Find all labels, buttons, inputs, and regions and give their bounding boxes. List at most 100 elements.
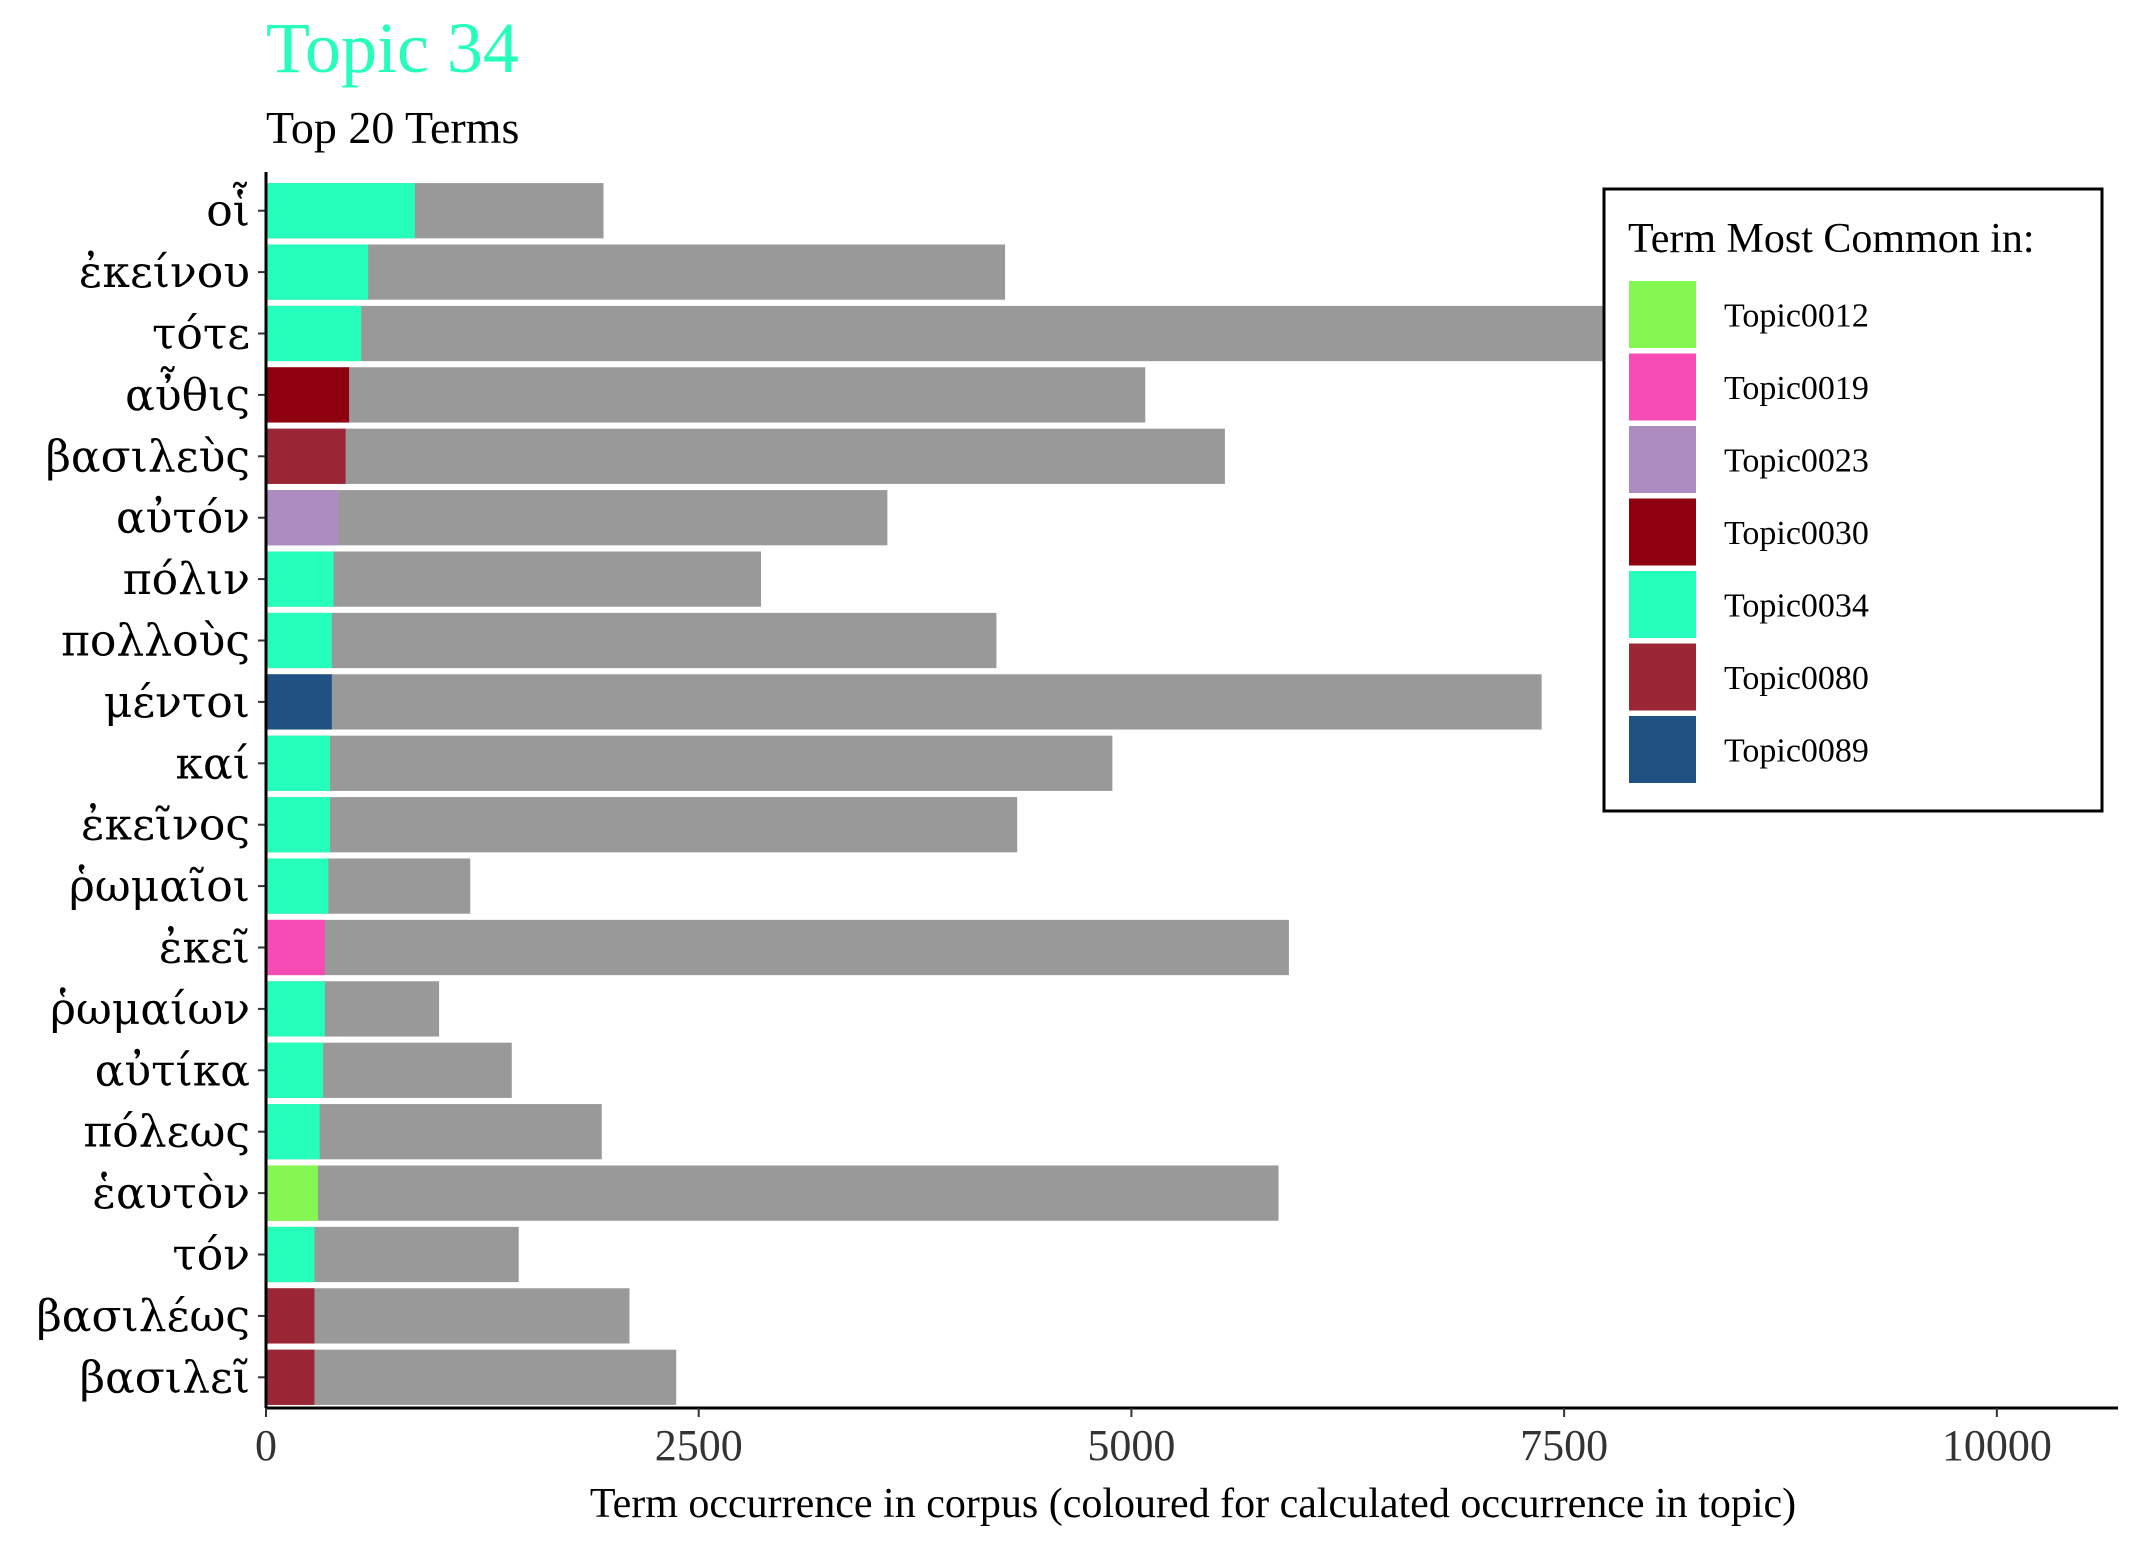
y-tick-label: ἐκείνου — [79, 247, 250, 298]
legend-label: Topic0012 — [1724, 298, 1869, 335]
bar-group — [266, 367, 1146, 423]
bar-corpus-total — [266, 490, 888, 546]
legend-label: Topic0089 — [1724, 733, 1869, 770]
y-tick-label: οἷ — [206, 182, 250, 237]
y-tick-label: αὐτίκα — [95, 1045, 250, 1096]
bar-topic-occurrence — [266, 1104, 320, 1160]
bar-topic-occurrence — [266, 551, 334, 607]
bar-topic-occurrence — [266, 858, 329, 914]
y-tick-label: βασιλεῖ — [80, 1352, 250, 1403]
bar-group — [266, 490, 888, 546]
bar-group — [266, 1042, 512, 1098]
bar-group — [266, 858, 471, 914]
x-axis-title: Term occurrence in corpus (coloured for … — [590, 1481, 1796, 1527]
chart-subtitle: Top 20 Terms — [266, 102, 519, 153]
y-tick-label: μέντοι — [104, 677, 250, 728]
bar-corpus-total — [266, 551, 762, 607]
bar-topic-occurrence — [266, 1165, 318, 1221]
bar-corpus-total — [266, 919, 1289, 976]
bar-corpus-total — [266, 1165, 1279, 1221]
bar-group — [266, 183, 604, 239]
legend-swatch — [1629, 426, 1696, 493]
bar-group — [266, 305, 1617, 362]
legend-label: Topic0080 — [1724, 660, 1869, 697]
bar-topic-occurrence — [266, 919, 325, 976]
legend-label: Topic0034 — [1724, 588, 1869, 625]
bar-topic-occurrence — [266, 797, 331, 853]
legend-entry: Topic0080 — [1629, 643, 1869, 711]
y-tick-label: τόν — [172, 1230, 250, 1281]
bar-topic-occurrence — [266, 367, 350, 423]
legend-label: Topic0019 — [1724, 370, 1869, 407]
y-tick-label: πόλεως — [83, 1107, 250, 1158]
chart-title: Topic 34 — [266, 8, 519, 88]
bar-topic-occurrence — [266, 490, 339, 546]
x-tick-label: 5000 — [1087, 1421, 1175, 1470]
legend-entry: Topic0030 — [1629, 498, 1869, 566]
bar-group — [266, 1104, 602, 1160]
bar-group — [266, 1226, 519, 1283]
bar-topic-occurrence — [266, 183, 415, 239]
bar-corpus-total — [266, 428, 1225, 484]
legend-swatch — [1629, 281, 1696, 348]
y-tick-label: ἐκεῖ — [159, 923, 250, 974]
y-tick-label: πολλοὺς — [61, 616, 250, 667]
bar-corpus-total — [266, 735, 1113, 791]
bar-corpus-total — [266, 1288, 630, 1344]
bar-topic-occurrence — [266, 674, 332, 730]
y-tick-label: βασιλέως — [36, 1291, 250, 1342]
bar-group — [266, 735, 1113, 791]
y-tick-label: τότε — [152, 309, 250, 360]
legend-title: Term Most Common in: — [1628, 216, 2035, 262]
bar-group — [266, 981, 440, 1037]
legend-label: Topic0030 — [1724, 515, 1869, 552]
bar-topic-occurrence — [266, 1288, 315, 1344]
bar-group — [266, 674, 1542, 730]
bar-group — [266, 919, 1289, 976]
bar-topic-occurrence — [266, 1226, 315, 1283]
legend: Term Most Common in: Topic0012Topic0019T… — [1602, 187, 2104, 813]
bar-group — [266, 612, 997, 669]
bar-corpus-total — [266, 1104, 602, 1160]
legend-swatch — [1629, 571, 1696, 638]
bar-topic-occurrence — [266, 428, 346, 484]
y-tick-label: καί — [176, 738, 250, 789]
legend-entry: Topic0034 — [1629, 571, 1869, 638]
bar-group — [266, 797, 1018, 853]
bar-topic-occurrence — [266, 735, 331, 791]
bar-topic-occurrence — [266, 612, 332, 669]
y-tick-label: ἑαυτὸν — [92, 1168, 250, 1219]
bars-layer — [266, 183, 1617, 1405]
bar-topic-occurrence — [266, 1042, 324, 1098]
x-tick-label: 7500 — [1520, 1421, 1608, 1470]
x-axis: 0 2500 5000 7500 10000 — [255, 1406, 2118, 1470]
bar-topic-occurrence — [266, 305, 362, 362]
y-tick-label: ῥωμαίων — [50, 984, 250, 1035]
legend-entry: Topic0023 — [1629, 426, 1869, 493]
legend-entry: Topic0089 — [1629, 716, 1869, 783]
bar-topic-occurrence — [266, 1349, 315, 1405]
legend-items: Topic0012 Topic0019 Topic0023 Topic0030 Topi… — [1629, 281, 1869, 783]
bar-corpus-total — [266, 244, 1006, 300]
legend-swatch — [1629, 353, 1696, 421]
bar-group — [266, 244, 1006, 300]
legend-entry: Topic0019 — [1629, 353, 1869, 421]
legend-entry: Topic0012 — [1629, 281, 1869, 348]
bar-group — [266, 1288, 630, 1344]
bar-topic-occurrence — [266, 244, 369, 300]
bar-corpus-total — [266, 797, 1018, 853]
y-tick-label: αὖθις — [125, 365, 250, 421]
y-tick-label: βασιλεὺς — [45, 431, 250, 482]
legend-swatch — [1629, 716, 1696, 783]
y-tick-label: ῥωμαῖοι — [69, 861, 250, 912]
bar-corpus-total — [266, 674, 1542, 730]
bar-group — [266, 551, 762, 607]
x-tick-label: 2500 — [655, 1421, 743, 1470]
bar-group — [266, 428, 1225, 484]
x-tick-label: 10000 — [1942, 1421, 2052, 1470]
bar-corpus-total — [266, 612, 997, 669]
y-tick-label: πόλιν — [123, 554, 250, 605]
